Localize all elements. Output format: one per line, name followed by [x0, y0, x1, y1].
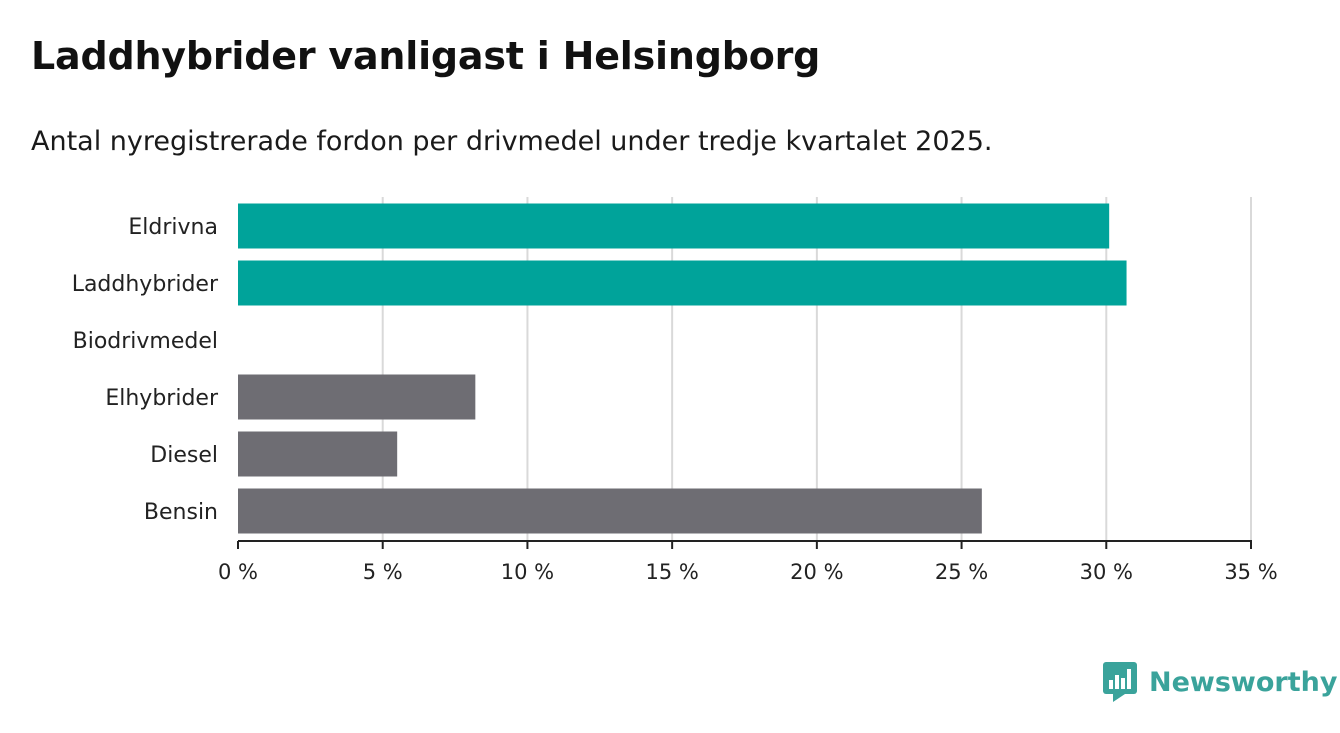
bars [238, 203, 1127, 534]
chart-title: Laddhybrider vanligast i Helsingborg [31, 34, 821, 78]
brand-name: Newsworthy [1149, 666, 1338, 698]
newsworthy-icon [1103, 662, 1137, 702]
x-axis: 0 % 5 % 10 % 15 % 20 % 25 % 30 % 35 % [218, 540, 1278, 584]
category-label-eldrivna: Eldrivna [128, 215, 218, 240]
chart-subtitle: Antal nyregistrerade fordon per drivmede… [31, 126, 993, 157]
x-tick-label-30: 30 % [1080, 560, 1133, 584]
x-tick-label-20: 20 % [790, 560, 843, 584]
category-label-elhybrider: Elhybrider [105, 386, 219, 411]
newsworthy-logo: Newsworthy [1103, 662, 1337, 702]
x-tick-label-25: 25 % [935, 560, 988, 584]
bar-eldrivna [238, 203, 1110, 249]
bar-bensin [238, 488, 982, 534]
x-tick-label-15: 15 % [645, 560, 698, 584]
category-label-diesel: Diesel [150, 443, 218, 468]
bar-chart: 0 % 5 % 10 % 15 % 20 % 25 % 30 % 35 % Eldrivna L… [72, 197, 1278, 584]
gridlines [381, 197, 1252, 540]
category-label-laddhybrider: Laddhybrider [72, 272, 219, 297]
category-label-biodrivmedel: Biodrivmedel [73, 329, 218, 354]
bar-elhybrider [238, 374, 476, 420]
x-tick-label-10: 10 % [501, 560, 554, 584]
category-labels: Eldrivna Laddhybrider Biodrivmedel Elhybrid… [72, 215, 219, 525]
x-tick-label-35: 35 % [1224, 560, 1277, 584]
bar-diesel [238, 431, 398, 477]
x-tick-label-0: 0 % [218, 560, 258, 584]
bar-laddhybrider [238, 260, 1127, 306]
x-tick-label-5: 5 % [363, 560, 403, 584]
category-label-bensin: Bensin [144, 500, 218, 525]
